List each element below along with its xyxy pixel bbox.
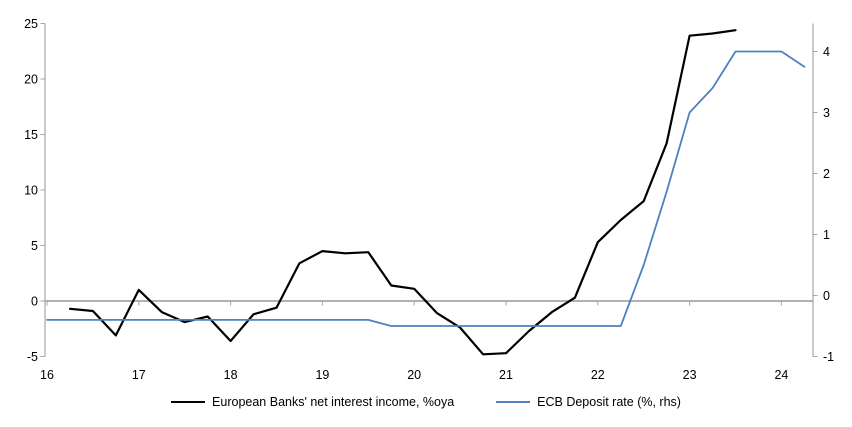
right-axis-tick-label: 1	[823, 228, 830, 242]
x-tick-label: 19	[315, 368, 329, 382]
x-tick-label: 21	[499, 368, 513, 382]
legend-item-net-interest-income: European Banks' net interest income, %oy…	[171, 395, 454, 409]
chart-legend: European Banks' net interest income, %oy…	[0, 395, 852, 409]
right-axis-tick-label: 3	[823, 106, 830, 120]
left-axis	[40, 23, 46, 357]
right-axis-tick-label: 2	[823, 167, 830, 181]
left-axis-tick-label: 0	[31, 295, 38, 309]
left-axis-tick-label: 15	[24, 128, 38, 142]
right-axis	[812, 23, 818, 357]
ecb-deposit-rate-line	[46, 50, 806, 327]
legend-label-ecb-deposit-rate: ECB Deposit rate (%, rhs)	[537, 395, 681, 409]
x-tick-label: 16	[40, 368, 54, 382]
x-axis	[46, 301, 782, 306]
x-tick-label: 22	[591, 368, 605, 382]
left-axis-tick-label: 5	[31, 239, 38, 253]
left-axis-tick-label: 25	[24, 17, 38, 31]
x-tick-label: 20	[407, 368, 421, 382]
legend-item-ecb-deposit-rate: ECB Deposit rate (%, rhs)	[496, 395, 681, 409]
right-axis-tick-label: -1	[823, 350, 834, 364]
left-axis-tick-label: 20	[24, 73, 38, 87]
black-line-swatch	[171, 401, 206, 403]
x-tick-label: 23	[683, 368, 697, 382]
right-axis-tick-label: 4	[823, 45, 830, 59]
legend-label-net-interest-income: European Banks' net interest income, %oy…	[212, 395, 455, 409]
left-axis-tick-label: 10	[24, 184, 38, 198]
blue-line-swatch	[496, 401, 531, 403]
x-tick-label: 24	[774, 368, 788, 382]
left-axis-tick-label: -5	[27, 350, 38, 364]
right-axis-tick-label: 0	[823, 289, 830, 303]
net-interest-income-line	[68, 29, 737, 356]
x-tick-label: 17	[132, 368, 146, 382]
x-tick-label: 18	[224, 368, 238, 382]
